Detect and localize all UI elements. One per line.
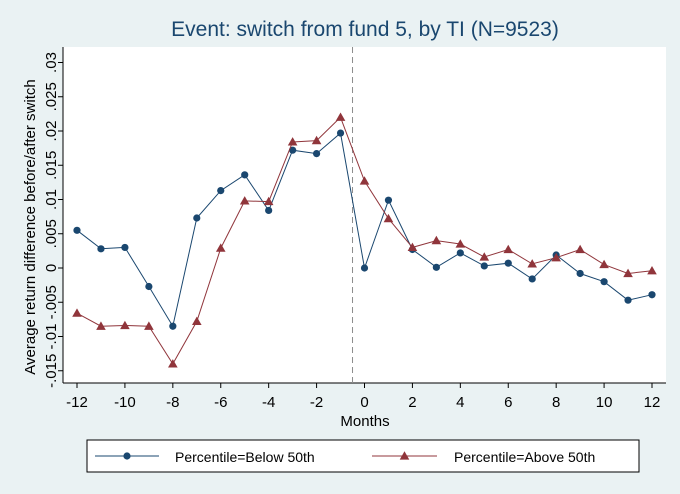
data-point: [383, 213, 394, 223]
x-tick-label: -4: [262, 394, 275, 411]
data-point: [648, 291, 656, 299]
x-tick-label: -2: [310, 394, 323, 411]
data-point: [311, 135, 322, 145]
data-point: [215, 243, 226, 252]
data-point: [527, 259, 538, 268]
data-point: [97, 245, 105, 253]
data-point: [289, 146, 297, 154]
axes: -12 -10 -8 -6 -4 -2 0 2 4 6 8 10 12 -.015 -.01 -.005 0 .0…: [43, 47, 666, 411]
legend-entry-2: Percentile=Above 50th: [372, 449, 595, 465]
y-tick-label: .005: [43, 219, 60, 248]
x-tick-label: 2: [408, 394, 416, 411]
y-axis-label: Average return difference before/after s…: [22, 79, 39, 374]
data-point: [217, 186, 225, 195]
data-point: [96, 321, 106, 330]
chart-title: Event: switch from fund 5, by TI (N=9523…: [171, 18, 559, 41]
data-point: [335, 112, 346, 121]
data-point: [359, 176, 370, 185]
data-point: [575, 244, 585, 254]
data-point: [600, 278, 608, 286]
y-tick-label: .02: [43, 121, 60, 142]
data-point: [72, 308, 82, 317]
x-tick-label: 6: [504, 394, 512, 411]
data-point: [169, 322, 177, 330]
legend: Percentile=Below 50th Percentile=Above 50…: [86, 439, 640, 473]
data-point: [456, 249, 464, 257]
data-point: [120, 320, 130, 330]
y-tick-label: .015: [43, 151, 60, 180]
data-point: [431, 235, 442, 245]
data-point: [479, 252, 490, 261]
data-point: [193, 214, 201, 222]
x-tick-label: -12: [66, 394, 88, 411]
data-point: [432, 263, 440, 271]
x-tick-label: -10: [114, 394, 136, 411]
y-tick-label: -.01: [43, 324, 60, 350]
data-point: [576, 269, 584, 278]
data-point: [144, 321, 154, 330]
data-point: [528, 275, 536, 283]
y-tick-label: 0: [43, 264, 60, 272]
data-point: [503, 244, 514, 254]
legend-box: [86, 439, 640, 473]
x-tick-label: 12: [644, 394, 661, 411]
data-point: [265, 206, 273, 215]
x-tick-label: -8: [166, 394, 179, 411]
data-point: [551, 252, 561, 262]
y-tick-label: .01: [43, 189, 60, 210]
legend-entry-1: Percentile=Below 50th: [95, 449, 315, 465]
x-tick-label: -6: [214, 394, 227, 411]
legend-marker: [123, 452, 131, 460]
data-point: [121, 243, 129, 252]
data-point: [287, 137, 298, 146]
series-layer: [72, 112, 657, 368]
legend-label: Percentile=Below 50th: [175, 449, 315, 465]
y-tick-label: -.015: [43, 354, 60, 388]
data-point: [239, 196, 250, 205]
series-2: [72, 112, 657, 368]
data-point: [623, 268, 633, 278]
legend-label: Percentile=Above 50th: [454, 449, 595, 465]
x-axis-label: Months: [340, 413, 389, 430]
data-point: [191, 316, 202, 326]
data-point: [263, 196, 274, 206]
data-point: [647, 265, 657, 275]
y-tick-label: .03: [43, 52, 60, 73]
data-point: [312, 150, 321, 158]
data-point: [145, 282, 153, 291]
data-point: [73, 226, 81, 234]
x-tick-label: 0: [360, 394, 368, 411]
x-tick-label: 10: [596, 394, 613, 411]
x-tick-label: 4: [456, 394, 464, 411]
y-tick-label: .025: [43, 82, 60, 111]
data-point: [480, 262, 488, 270]
data-point: [599, 259, 609, 269]
data-point: [384, 196, 393, 204]
legend-marker: [399, 451, 410, 460]
data-point: [241, 171, 249, 179]
data-point: [455, 239, 466, 248]
data-point: [360, 264, 369, 272]
x-tick-label: 8: [552, 394, 560, 411]
data-point: [624, 296, 632, 304]
plot-area: [63, 47, 666, 383]
data-point: [336, 129, 345, 137]
data-point: [504, 259, 512, 267]
y-tick-label: -.005: [43, 285, 60, 319]
data-point: [407, 242, 418, 252]
data-point: [168, 359, 178, 368]
